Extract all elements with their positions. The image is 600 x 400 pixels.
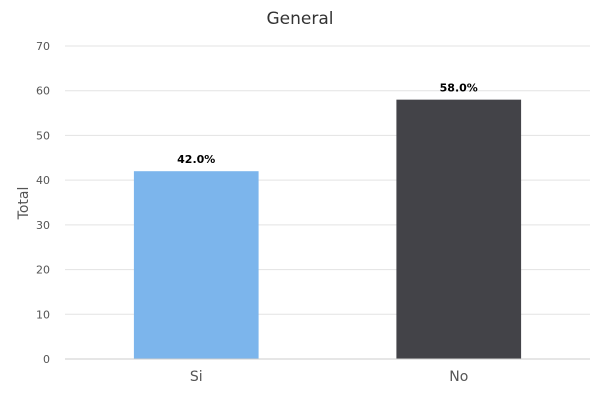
data-label: 42.0%	[177, 153, 215, 166]
bar-no	[396, 99, 522, 360]
data-label: 58.0%	[440, 82, 478, 95]
y-axis-ticks: 0 10 20 30 40 50 60 70	[36, 40, 50, 366]
y-axis-label: Total	[16, 187, 32, 221]
x-tick-label: No	[449, 369, 468, 385]
y-tick-label: 40	[36, 174, 50, 187]
y-tick-label: 30	[36, 219, 50, 232]
chart-title: General	[267, 9, 334, 29]
data-labels: 42.0% 58.0%	[177, 82, 478, 167]
bar-si	[133, 171, 259, 359]
y-tick-label: 50	[36, 129, 50, 142]
y-tick-label: 20	[36, 264, 50, 277]
bars	[133, 99, 522, 360]
y-tick-label: 10	[36, 308, 50, 321]
y-tick-label: 0	[43, 353, 50, 366]
y-tick-label: 60	[36, 85, 50, 98]
x-axis-ticks: Si No	[190, 369, 468, 385]
y-tick-label: 70	[36, 40, 50, 53]
x-tick-label: Si	[190, 369, 203, 385]
